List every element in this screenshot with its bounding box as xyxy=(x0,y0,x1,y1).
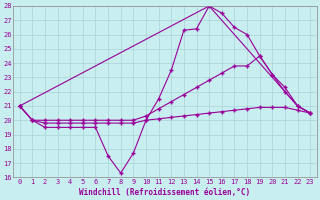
X-axis label: Windchill (Refroidissement éolien,°C): Windchill (Refroidissement éolien,°C) xyxy=(79,188,251,197)
